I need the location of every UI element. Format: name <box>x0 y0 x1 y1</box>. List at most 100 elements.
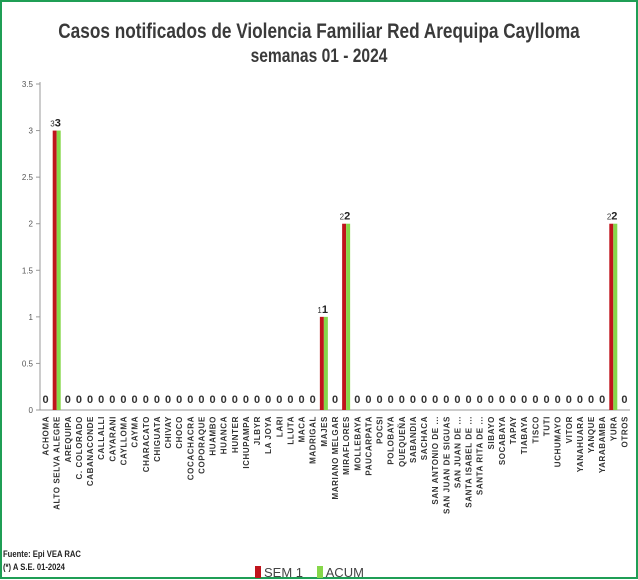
data-label: 0 <box>154 394 160 406</box>
data-label: 0 <box>176 394 182 406</box>
data-label: 0 <box>299 394 305 406</box>
source-note: Fuente: Epi VEA RAC <box>3 549 81 559</box>
x-tick-label: ALTO SELVA ALEGRE <box>53 416 62 510</box>
legend-swatch-sem1 <box>255 566 261 578</box>
bar-series <box>52 130 618 411</box>
data-label: 0 <box>399 394 405 406</box>
data-label-acum: 2 <box>344 211 350 223</box>
data-label: 0 <box>209 394 215 406</box>
data-label: 0 <box>365 394 371 406</box>
x-tick-label: QUEQUEÑA <box>398 416 407 467</box>
x-tick-label: YARABAMBA <box>598 416 607 473</box>
x-tick-label: LLUTA <box>286 416 295 445</box>
y-tick-label: 3 <box>29 127 34 136</box>
data-label-sem1: 2 <box>607 213 612 222</box>
y-axis: 0 0.5 1 1.5 2 2.5 3 3.5 <box>22 80 630 415</box>
x-tick-label: TUTI <box>543 416 552 436</box>
x-tick-label: VITOR <box>565 416 574 443</box>
data-label: 0 <box>187 394 193 406</box>
data-label: 0 <box>443 394 449 406</box>
x-tick-label: COCACHACRA <box>186 416 195 480</box>
legend-label-sem1: SEM 1 <box>264 565 304 580</box>
x-tick-label: POCSI <box>376 416 385 444</box>
x-tick-label: MADRIGAL <box>309 416 318 464</box>
x-tick-label: ICHUPAMPA <box>242 416 251 469</box>
x-tick-label: LA JOYA <box>264 416 273 454</box>
x-tick-label: YURA <box>609 416 618 441</box>
data-label: 0 <box>198 394 204 406</box>
y-tick-label: 2.5 <box>22 173 34 182</box>
bar-sem1 <box>319 316 324 410</box>
data-label: 0 <box>454 394 460 406</box>
x-tick-label: SANTA ISABEL DE ... <box>465 416 474 508</box>
data-label: 0 <box>543 394 549 406</box>
bar-acum <box>56 130 61 411</box>
data-label: 0 <box>599 394 605 406</box>
data-label: 0 <box>588 394 594 406</box>
data-label: 0 <box>410 394 416 406</box>
bar-acum <box>613 223 618 410</box>
data-label-acum: 2 <box>611 211 617 223</box>
x-tick-label: TIABAYA <box>520 416 529 454</box>
data-label: 0 <box>120 394 126 406</box>
data-label: 0 <box>232 394 238 406</box>
x-tick-label: CABANACONDE <box>86 416 95 486</box>
x-tick-label: CAYARANI <box>108 416 117 462</box>
data-label: 0 <box>332 394 338 406</box>
x-tick-label: HUNTER <box>231 416 240 453</box>
data-label: 0 <box>109 394 115 406</box>
y-tick-label: 0.5 <box>22 359 34 368</box>
data-label: 0 <box>354 394 360 406</box>
chart-subtitle: semanas 01 - 2024 <box>250 46 388 67</box>
data-label: 0 <box>65 394 71 406</box>
x-tick-label: MIRAFLORES <box>342 416 351 475</box>
legend-label-acum: ACUM <box>325 565 364 580</box>
x-tick-label: UCHUMAYO <box>554 416 563 467</box>
legend-item-sem1: SEM 1 <box>255 565 303 580</box>
data-label-sem1: 2 <box>340 213 345 222</box>
y-tick-label: 0 <box>29 406 34 415</box>
bar-sem1 <box>52 130 57 411</box>
x-tick-label: HUANCA <box>220 416 229 454</box>
y-tick-label: 2 <box>29 220 34 229</box>
x-tick-label: CHOCO <box>175 416 184 449</box>
data-label: 0 <box>488 394 494 406</box>
x-tick-label: SANTA RITA DE ... <box>476 416 485 495</box>
x-tick-label: AREQUIPA <box>64 416 73 462</box>
x-tick-label: SAN JUAN DE SIGUAS <box>442 416 451 514</box>
x-tick-label: MAJES <box>320 416 329 447</box>
x-tick-label: LARI <box>275 416 284 437</box>
x-tick-label: MARIANO MELGAR <box>331 416 340 500</box>
bar-acum <box>323 316 328 410</box>
data-label: 0 <box>477 394 483 406</box>
x-tick-label: TAPAY <box>509 416 518 444</box>
x-tick-label: HUAMBO <box>209 416 218 456</box>
x-tick-label: PAUCARPATA <box>364 416 373 476</box>
data-label: 0 <box>577 394 583 406</box>
x-tick-label: POLOBAYA <box>387 416 396 465</box>
x-tick-label: SAN JUAN DE ... <box>453 416 462 488</box>
y-tick-label: 1 <box>29 313 34 322</box>
data-label: 0 <box>221 394 227 406</box>
y-tick-label: 1.5 <box>22 266 34 275</box>
x-tick-label: ACHOMA <box>42 416 51 456</box>
x-tick-label: CAYMA <box>131 416 140 448</box>
period-note: (*) A S.E. 01-2024 <box>3 562 65 572</box>
data-label: 0 <box>87 394 93 406</box>
data-label-sem1: 3 <box>50 120 55 129</box>
data-label: 0 <box>388 394 394 406</box>
data-label: 0 <box>265 394 271 406</box>
x-tick-label: COPORAQUE <box>197 416 206 474</box>
data-label: 0 <box>132 394 138 406</box>
data-label: 0 <box>310 394 316 406</box>
data-label: 0 <box>432 394 438 406</box>
bar-sem1 <box>342 223 347 410</box>
data-label: 0 <box>532 394 538 406</box>
data-label: 0 <box>43 394 49 406</box>
bar-acum <box>346 223 351 410</box>
data-label: 0 <box>376 394 382 406</box>
x-tick-label: MOLLEBAYA <box>353 416 362 471</box>
x-tick-label: SAN ANTONIO DE ... <box>431 416 440 505</box>
x-tick-label: TISCO <box>531 416 540 443</box>
